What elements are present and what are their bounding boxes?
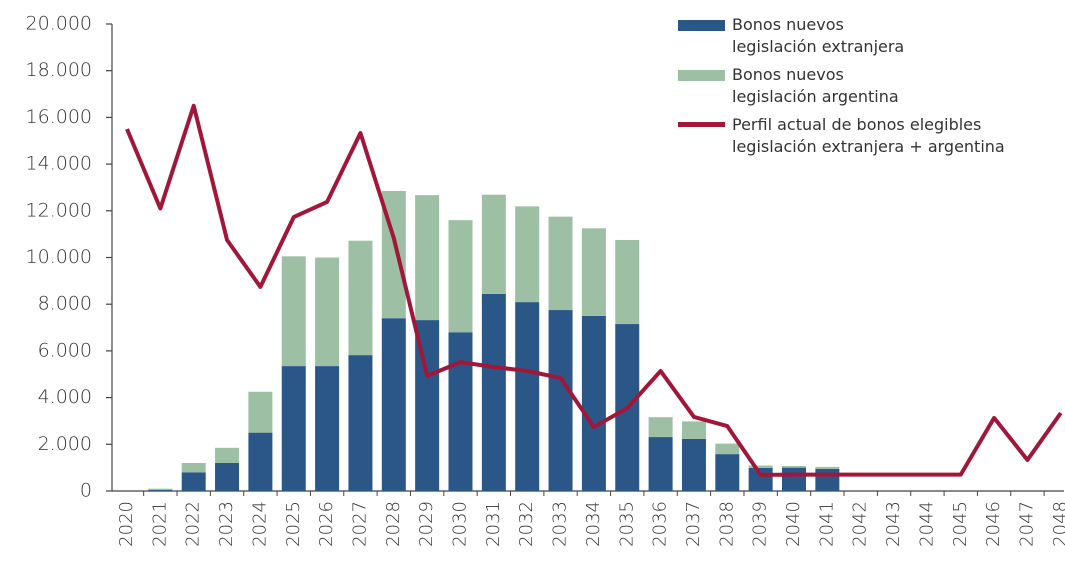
legend-label: Bonos nuevos legislación argentina — [732, 65, 899, 106]
bar-segment — [748, 465, 773, 468]
x-tick-label: 2026 — [316, 501, 337, 547]
x-tick-label: 2047 — [1016, 501, 1037, 547]
bar-segment — [448, 332, 473, 491]
bar-segment — [348, 240, 373, 356]
x-tick-label: 2045 — [950, 501, 971, 547]
x-tick-label: 2043 — [883, 501, 904, 547]
x-tick-label: 2022 — [183, 501, 204, 547]
x-tick-label: 2034 — [583, 501, 604, 547]
bar-segment — [281, 366, 306, 491]
bar-segment — [515, 206, 540, 303]
legend-entry: Bonos nuevos legislación argentina — [678, 64, 1063, 108]
x-tick-label: 2021 — [149, 501, 170, 547]
x-tick-label: 2029 — [416, 501, 437, 547]
x-tick-label: 2035 — [616, 501, 637, 547]
y-tick-label: 10.000 — [26, 246, 92, 268]
bar-segment — [215, 462, 240, 491]
bar-segment — [181, 462, 206, 473]
x-tick-label: 2041 — [816, 501, 837, 547]
bar-segment — [681, 438, 706, 491]
y-tick-label: 4.000 — [38, 386, 92, 408]
x-tick-label: 2036 — [650, 501, 671, 547]
y-tick-label: 14.000 — [26, 153, 92, 175]
x-tick-label: 2032 — [516, 501, 537, 547]
x-tick-label: 2048 — [1050, 501, 1065, 547]
bar-segment — [815, 466, 840, 469]
legend-swatch — [678, 122, 725, 127]
bar-segment — [715, 454, 740, 491]
x-tick-label: 2033 — [550, 501, 571, 547]
x-tick-label: 2030 — [450, 501, 471, 547]
bar-segment — [782, 467, 806, 491]
y-tick-label: 16.000 — [26, 106, 92, 128]
bar-segment — [581, 315, 606, 491]
x-tick-label: 2044 — [916, 501, 937, 547]
y-tick-label: 8.000 — [38, 293, 92, 315]
bar-segment — [481, 194, 506, 294]
bar-segment — [348, 355, 373, 491]
y-tick-label: 2.000 — [38, 433, 92, 455]
x-tick-label: 2037 — [683, 501, 704, 547]
x-tick-label: 2031 — [483, 501, 504, 547]
x-tick-label: 2024 — [249, 501, 270, 547]
bar-segment — [481, 293, 506, 491]
x-tick-label: 2025 — [283, 501, 304, 547]
x-tick-label: 2039 — [750, 501, 771, 547]
bar-segment — [281, 256, 306, 367]
x-tick-label: 2042 — [850, 501, 871, 547]
y-tick-label: 18.000 — [26, 59, 92, 81]
bar-segment — [548, 216, 573, 311]
x-tick-label: 2040 — [783, 501, 804, 547]
legend-entry: Bonos nuevos legislación extranjera — [678, 14, 1063, 58]
bar-segment — [815, 468, 840, 491]
x-tick-label: 2028 — [383, 501, 404, 547]
bar-segment — [448, 220, 473, 333]
bar-segment — [415, 195, 440, 321]
bar-segment — [381, 318, 406, 491]
legend-entry: Perfil actual de bonos elegibles legisla… — [678, 114, 1063, 158]
bar-segment — [681, 421, 706, 439]
bar-segment — [515, 302, 540, 491]
y-tick-label: 6.000 — [38, 339, 92, 361]
bar-segment — [615, 239, 640, 325]
bar-segment — [148, 489, 173, 491]
x-tick-label: 2027 — [349, 501, 370, 547]
bar-segment — [648, 437, 673, 491]
bar-segment — [248, 391, 273, 433]
legend-swatch — [678, 20, 725, 31]
bar-segment — [248, 432, 273, 491]
x-tick-label: 2046 — [983, 501, 1004, 547]
bar-segment — [148, 488, 173, 490]
bar-segment — [648, 417, 673, 438]
y-tick-label: 0 — [80, 480, 92, 502]
x-tick-label: 2038 — [716, 501, 737, 547]
x-tick-label: 2020 — [116, 501, 137, 547]
bar-segment — [181, 472, 206, 491]
legend: Bonos nuevos legislación extranjera Bonos… — [678, 14, 1063, 164]
line-series — [125, 103, 1063, 477]
bar-segment — [315, 366, 340, 491]
bar-segment — [782, 466, 806, 468]
bar-segment — [581, 228, 606, 316]
bar-segment — [548, 310, 573, 491]
bar-segment — [715, 443, 740, 455]
x-tick-label: 2023 — [216, 501, 237, 547]
legend-label: Bonos nuevos legislación extranjera — [732, 15, 905, 56]
legend-label: Perfil actual de bonos elegibles legisla… — [732, 115, 1005, 156]
bar-segment — [215, 447, 240, 463]
y-tick-label: 20.000 — [26, 13, 92, 35]
y-tick-label: 12.000 — [26, 199, 92, 221]
bar-segment — [315, 257, 340, 367]
legend-swatch — [678, 70, 725, 81]
